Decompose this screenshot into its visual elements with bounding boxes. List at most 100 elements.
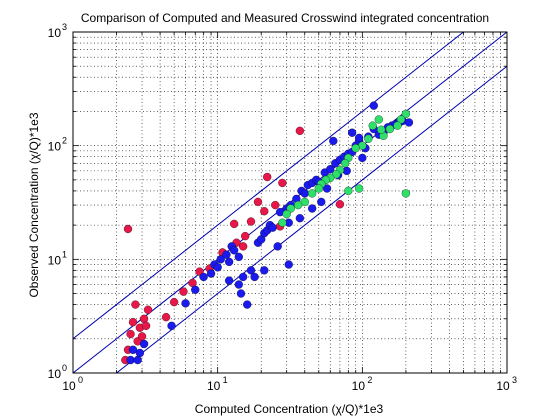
y-axis-label: Observed Concentration (χ/Q)*1e3 [27, 112, 41, 297]
data-point [137, 332, 147, 341]
data-point [332, 170, 341, 179]
data-point [169, 298, 179, 307]
data-point [139, 314, 149, 323]
ticks [73, 32, 507, 373]
plot-area: 10 0 10 1 10 2 10 310 010 110 210 3 [48, 22, 517, 393]
data-point [234, 280, 243, 289]
data-point [326, 165, 335, 174]
data-point [128, 318, 138, 327]
data-point [351, 144, 360, 153]
data-point [404, 118, 414, 127]
reference-line [115, 65, 507, 373]
data-point [224, 276, 234, 285]
data-point [143, 305, 153, 314]
data-point [335, 200, 345, 209]
x-tick-label-exponent: 1 [223, 375, 228, 385]
data-point [322, 184, 332, 193]
data-point [126, 329, 135, 339]
data-point [141, 321, 151, 330]
data-point [238, 272, 248, 282]
chart-title: Comparison of Computed and Measured Cros… [81, 11, 489, 25]
data-point [131, 300, 140, 309]
data-point [271, 200, 280, 210]
data-point [234, 252, 243, 262]
data-point [167, 321, 176, 330]
data-point [354, 184, 364, 193]
data-point [317, 197, 326, 207]
data-point [246, 266, 256, 275]
y-tick-label-exponent: 0 [62, 363, 67, 373]
series-3 [278, 109, 411, 227]
y-tick-label-exponent: 2 [62, 136, 67, 146]
x-tick-label-exponent: 2 [367, 375, 372, 385]
data-point [329, 136, 338, 146]
data-point [243, 300, 252, 309]
data-point [253, 197, 263, 207]
data-point [308, 204, 317, 213]
x-tick-label-exponent: 0 [78, 375, 83, 385]
data-point [263, 172, 272, 182]
y-tick-label: 10 [48, 140, 62, 154]
data-point [278, 218, 287, 227]
data-point [268, 223, 277, 232]
data-point [347, 128, 357, 137]
data-point [393, 121, 402, 130]
reference-line [73, 32, 465, 340]
data-point [135, 348, 145, 358]
data-point [284, 260, 293, 269]
data-point [199, 272, 208, 282]
data-point [369, 101, 378, 110]
data-point [401, 109, 411, 119]
y-tick-label-exponent: 1 [62, 249, 67, 259]
data-point [295, 126, 305, 136]
data-point [358, 153, 367, 163]
data-point [133, 355, 142, 365]
data-point [308, 189, 317, 198]
data-point [273, 242, 282, 251]
x-tick-label: 10 [207, 379, 221, 393]
y-tick-label: 10 [48, 26, 62, 40]
data-point [340, 159, 350, 168]
data-point [230, 219, 239, 229]
data-point [385, 124, 395, 134]
data-point [344, 186, 353, 196]
x-tick-label: 10 [62, 379, 76, 393]
data-point [377, 125, 386, 134]
data-point [126, 355, 135, 365]
data-point [282, 209, 291, 219]
data-point [213, 263, 222, 272]
data-point [224, 257, 234, 267]
data-point [222, 250, 231, 259]
data-point [278, 178, 287, 188]
data-point [300, 189, 309, 198]
x-axis-label: Computed Concentration (χ/Q)*1e3 [195, 402, 384, 416]
data-points [121, 101, 414, 365]
data-point [191, 285, 200, 294]
data-point [181, 299, 190, 308]
y-tick-label-exponent: 3 [62, 22, 67, 32]
data-point [206, 269, 216, 278]
data-point [241, 231, 250, 241]
data-point [236, 289, 246, 298]
data-point [260, 266, 269, 275]
data-point [374, 115, 383, 124]
data-point [128, 345, 138, 354]
data-point [238, 242, 248, 251]
x-tick-label: 10 [496, 379, 510, 393]
data-point [295, 214, 305, 223]
data-point [293, 200, 303, 210]
data-point [314, 184, 323, 193]
x-tick-label: 10 [352, 379, 366, 393]
data-point [123, 224, 133, 234]
data-point [401, 189, 411, 198]
data-point [368, 121, 377, 130]
axes-frame [72, 31, 508, 374]
data-point [230, 246, 239, 255]
data-point [179, 287, 188, 296]
data-point [161, 312, 171, 322]
data-point [246, 217, 256, 226]
y-tick-label: 10 [48, 367, 62, 381]
data-point [139, 339, 149, 349]
